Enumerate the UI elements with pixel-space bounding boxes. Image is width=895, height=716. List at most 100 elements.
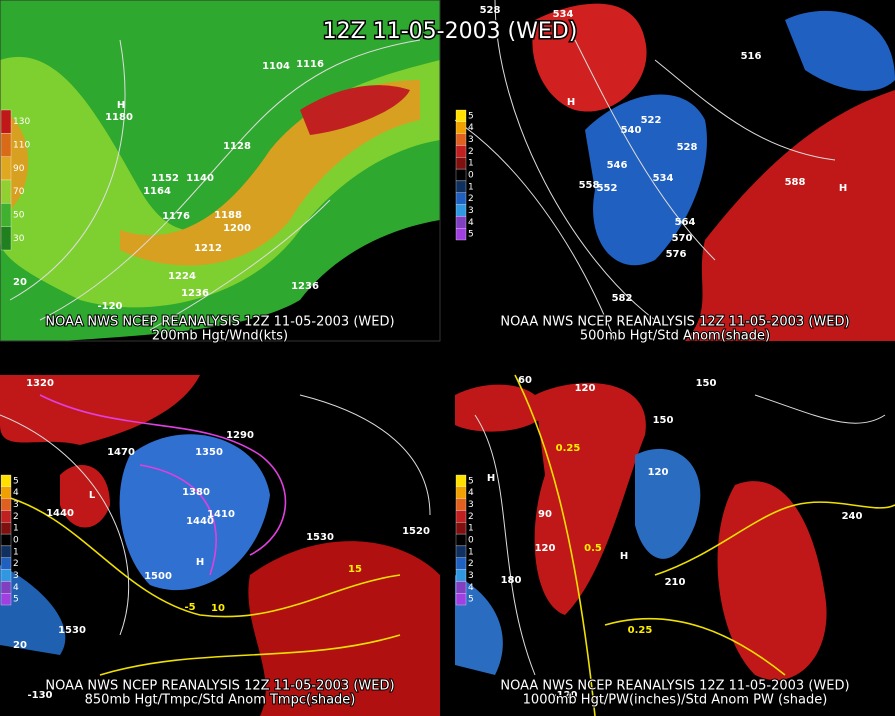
contour-label: H <box>487 473 495 484</box>
legend-swatch <box>0 510 12 523</box>
legend-swatch <box>455 145 467 158</box>
contour-label: 522 <box>641 115 662 126</box>
contour-label: 1236 <box>181 288 209 299</box>
legend-swatch <box>455 474 467 487</box>
contour-label: 552 <box>597 183 618 194</box>
product-caption: 850mb Hgt/Tmpc/Std Anom Tmpc(shade) <box>85 693 356 708</box>
legend-swatch <box>455 109 467 122</box>
contour-label: 1410 <box>207 509 235 520</box>
contour-label: 180 <box>501 575 522 586</box>
legend-label: 3 <box>468 135 474 145</box>
legend-swatch <box>455 228 467 241</box>
legend-swatch <box>0 133 12 157</box>
contour-label: 1440 <box>46 508 74 519</box>
contour-label: 1320 <box>26 378 54 389</box>
legend-label: 5 <box>13 595 19 605</box>
contour-label: H <box>567 97 575 108</box>
contour-label: 546 <box>607 160 628 171</box>
contour-label: -120 <box>552 690 577 701</box>
contour-label: 1380 <box>182 487 210 498</box>
legend-swatch <box>0 226 12 251</box>
source-caption: NOAA NWS NCEP REANALYSIS 12Z 11-05-2003 … <box>500 679 849 694</box>
legend-swatch <box>0 486 12 499</box>
legend-swatch <box>455 581 467 594</box>
product-caption: 500mb Hgt/Std Anom(shade) <box>580 329 770 344</box>
contour-label: 15 <box>348 564 362 575</box>
contour-label: 1290 <box>226 430 254 441</box>
contour-label: 576 <box>666 249 687 260</box>
source-caption: NOAA NWS NCEP REANALYSIS 12Z 11-05-2003 … <box>500 315 849 330</box>
legend-label: 70 <box>13 187 25 197</box>
contour-label: 10 <box>211 603 225 614</box>
legend-swatch <box>455 498 467 511</box>
legend-label: 5 <box>468 111 474 121</box>
contour-label: 564 <box>675 217 696 228</box>
legend-swatch <box>455 133 467 146</box>
contour-label: 540 <box>621 125 642 136</box>
legend-swatch <box>455 204 467 217</box>
contour-label: 1530 <box>58 625 86 636</box>
contour-label: 528 <box>480 5 501 16</box>
legend-swatch <box>0 498 12 511</box>
contour-label: 120 <box>575 383 596 394</box>
contour-label: 120 <box>648 467 669 478</box>
contour-label: 1500 <box>144 571 172 582</box>
legend-swatch <box>0 545 12 558</box>
legend-label: 5 <box>468 476 474 486</box>
contour-label: 20 <box>13 277 27 288</box>
contour-label: 0.5 <box>584 543 602 554</box>
legend-swatch <box>455 557 467 570</box>
contour-label: 150 <box>696 378 717 389</box>
legend-swatch <box>455 168 467 182</box>
legend-label: 1 <box>13 524 19 534</box>
source-caption: NOAA NWS NCEP REANALYSIS 12Z 11-05-2003 … <box>45 315 394 330</box>
legend-label: 5 <box>468 595 474 605</box>
legend-label: 0 <box>468 536 474 546</box>
legend-swatch <box>455 510 467 523</box>
panel-850mb: 1470 135013801410144015001530153015201440… <box>0 375 440 716</box>
contour-label: H <box>620 551 628 562</box>
contour-label: 1350 <box>195 447 223 458</box>
contour-label: L <box>89 490 96 501</box>
legend-swatch <box>455 192 467 205</box>
legend-label: 4 <box>13 488 19 498</box>
legend-swatch <box>455 569 467 582</box>
legend-swatch <box>455 180 467 193</box>
contour-label: 240 <box>842 511 863 522</box>
contour-label: -5 <box>184 602 195 613</box>
contour-label: 1236 <box>291 281 319 292</box>
contour-label: 588 <box>785 177 806 188</box>
contour-label: 0.25 <box>628 625 653 636</box>
contour-label: 1140 <box>186 173 214 184</box>
legend-label: 3 <box>13 571 19 581</box>
legend-label: 2 <box>468 512 474 522</box>
legend-label: 0 <box>13 536 19 546</box>
legend-swatch <box>455 157 467 170</box>
legend-label: 130 <box>13 117 30 127</box>
legend-label: 2 <box>468 147 474 157</box>
contour-label: 210 <box>665 577 686 588</box>
legend-label: 3 <box>468 571 474 581</box>
contour-label: 1224 <box>168 271 196 282</box>
source-caption: NOAA NWS NCEP REANALYSIS 12Z 11-05-2003 … <box>45 679 394 694</box>
contour-label: 516 <box>741 51 762 62</box>
legend-swatch <box>0 593 12 606</box>
contour-label: 1440 <box>186 516 214 527</box>
legend-label: 0 <box>468 171 474 181</box>
panel-500mb: 528 5345165405225285465345525585645705765… <box>454 0 895 345</box>
legend-swatch <box>455 121 467 134</box>
contour-label: 120 <box>535 543 556 554</box>
contour-label: 1530 <box>306 532 334 543</box>
contour-label: 1116 <box>296 59 324 70</box>
legend-swatch <box>0 569 12 582</box>
contour-label: 1200 <box>223 223 251 234</box>
legend-label: 3 <box>13 500 19 510</box>
panel-200mb: 1104 1116 1128 1140 1152 1164 1176 1188 12001212… <box>0 0 441 345</box>
legend-label: 1 <box>468 182 474 192</box>
contour-label: 534 <box>553 9 574 20</box>
contour-label: -120 <box>97 301 122 312</box>
legend-label: 1 <box>468 547 474 557</box>
contour-label: 528 <box>677 142 698 153</box>
contour-label: H <box>117 100 125 111</box>
contour-label: 150 <box>653 415 674 426</box>
